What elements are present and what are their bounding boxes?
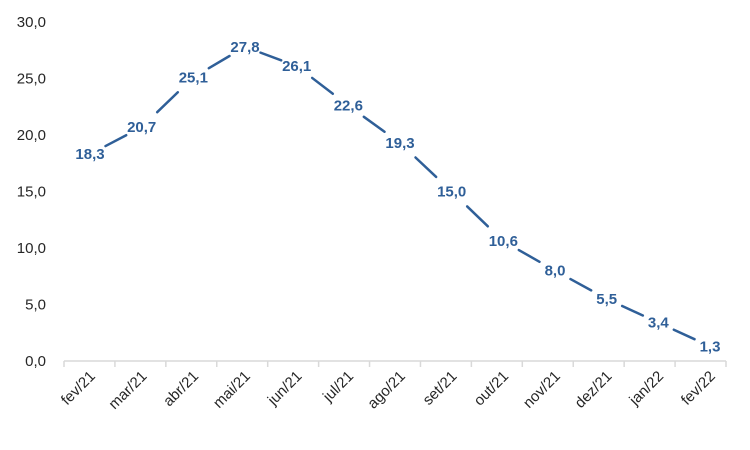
series-line-segment	[104, 133, 128, 148]
x-tick-label: out/21	[471, 368, 513, 410]
x-tick: fev/21	[58, 368, 99, 409]
data-label: 10,6	[489, 233, 518, 250]
series-line-segment	[569, 277, 593, 292]
series-line-segment	[259, 51, 283, 62]
series-line-segment	[517, 248, 541, 264]
x-tick-label: jan/22	[626, 368, 668, 410]
data-label: 26,1	[282, 58, 311, 75]
x-tick: set/21	[420, 368, 461, 409]
y-tick: 15,0	[17, 184, 46, 201]
x-tick-label: set/21	[420, 368, 461, 409]
y-tick-label: 30,0	[17, 14, 46, 31]
series-line-segment	[362, 115, 386, 133]
y-tick-label: 20,0	[17, 127, 46, 144]
y-axis: 0,0 5,0 10,0 15,0 20,0 25,0 30,0	[17, 14, 46, 370]
y-tick-label: 0,0	[25, 353, 46, 370]
series-line-segment	[620, 304, 645, 317]
x-tick: mai/21	[210, 368, 254, 412]
x-tick-label: fev/22	[678, 368, 719, 409]
data-label: 3,4	[648, 315, 670, 332]
y-tick: 5,0	[25, 297, 46, 314]
series-line-segment	[155, 91, 180, 114]
y-tick: 10,0	[17, 240, 46, 257]
y-tick: 0,0	[25, 353, 46, 370]
y-tick-label: 15,0	[17, 184, 46, 201]
x-tick: jul/21	[319, 368, 357, 406]
x-tick: ago/21	[364, 368, 408, 412]
data-label: 18,3	[75, 146, 104, 163]
x-tick: jun/21	[264, 368, 306, 410]
data-label: 5,5	[596, 291, 617, 308]
x-tick: jan/22	[626, 368, 668, 410]
x-tick: dez/21	[572, 368, 616, 412]
y-tick: 30,0	[17, 14, 46, 31]
x-tick-label: dez/21	[572, 368, 616, 412]
y-tick: 20,0	[17, 127, 46, 144]
data-label: 20,7	[127, 119, 156, 136]
series-line-segment	[310, 76, 335, 96]
y-tick: 25,0	[17, 71, 46, 88]
series-line-segment	[672, 328, 696, 341]
data-label: 27,8	[230, 39, 259, 56]
x-axis: fev/21 mar/21 abr/21 mai/21 jun/21 jul/21 ago/…	[58, 360, 727, 413]
y-tick-label: 10,0	[17, 240, 46, 257]
x-tick-label: jun/21	[264, 368, 306, 410]
data-label: 19,3	[385, 135, 414, 152]
x-tick-label: fev/21	[58, 368, 99, 409]
x-tick-label: nov/21	[520, 368, 564, 412]
x-tick: abr/21	[160, 368, 202, 410]
data-label: 1,3	[700, 338, 721, 355]
series-group	[104, 51, 696, 341]
y-tick-label: 25,0	[17, 71, 46, 88]
x-tick-label: ago/21	[364, 368, 408, 412]
data-labels-group: 18,3 20,7 25,1 27,8 26,1 22,6 19,3 15,0 10,6 8,0 5…	[75, 39, 720, 355]
data-label: 22,6	[334, 98, 363, 115]
x-tick-label: mai/21	[210, 368, 254, 412]
series-line-segment	[207, 54, 231, 70]
x-tick: nov/21	[520, 368, 564, 412]
series-line-segment	[465, 205, 490, 228]
y-tick-label: 5,0	[25, 297, 46, 314]
x-tick-label: jul/21	[319, 368, 357, 406]
data-label: 8,0	[545, 263, 566, 280]
x-tick: fev/22	[678, 368, 719, 409]
data-label: 15,0	[437, 184, 466, 201]
series-line-segment	[414, 156, 438, 179]
data-label: 25,1	[179, 69, 208, 86]
x-tick-label: mar/21	[105, 368, 150, 413]
x-tick: mar/21	[105, 368, 150, 413]
x-tick: out/21	[471, 368, 513, 410]
x-tick-label: abr/21	[160, 368, 202, 410]
